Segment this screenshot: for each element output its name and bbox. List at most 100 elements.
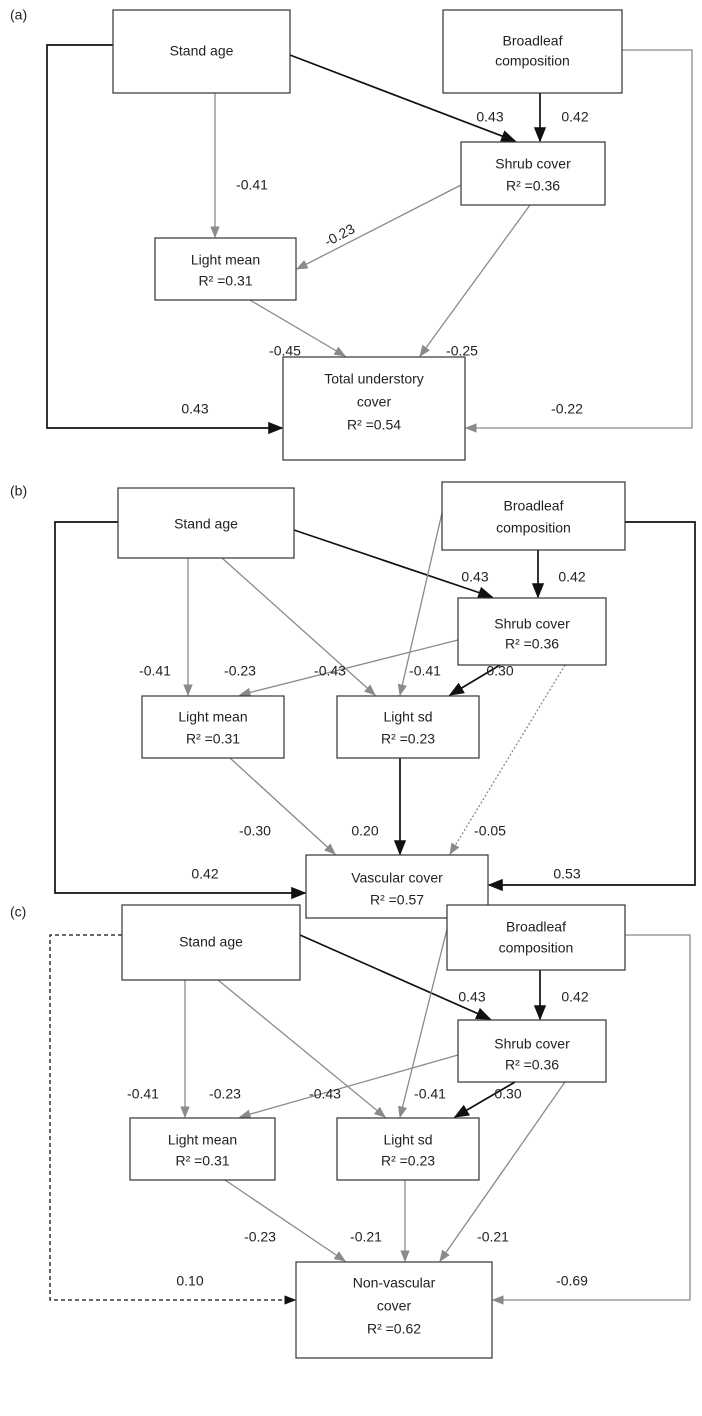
node-text: Light sd <box>383 709 432 725</box>
edge-arrow <box>289 54 517 142</box>
edge-coefficient: -0.43 <box>314 663 346 679</box>
edge-arrow <box>295 184 462 270</box>
node-text: Stand age <box>170 43 234 59</box>
edge-arrow <box>221 557 376 696</box>
panel-label: (b) <box>10 483 27 499</box>
edge-coefficient: 0.43 <box>461 569 488 585</box>
node-box <box>336 1117 480 1181</box>
node-box <box>112 9 291 94</box>
edge-coefficient: 0.42 <box>191 866 218 882</box>
edge-coefficient: -0.41 <box>414 1086 446 1102</box>
node-text: R² =0.31 <box>175 1153 229 1169</box>
edge-coefficient: -0.22 <box>551 401 583 417</box>
node-text: R² =0.62 <box>367 1321 421 1337</box>
edge-coefficient: 0.42 <box>561 109 588 125</box>
edge-coefficient: -0.23 <box>209 1086 241 1102</box>
edge-coefficient: -0.23 <box>224 663 256 679</box>
node-box <box>457 1019 607 1083</box>
edge-coefficient: -0.21 <box>477 1229 509 1245</box>
edge-coefficient: -0.43 <box>309 1086 341 1102</box>
edge-arrow <box>249 299 347 357</box>
edge-coefficient: -0.25 <box>446 343 478 359</box>
edge-coefficient: -0.23 <box>322 220 358 249</box>
edge-coefficient: 0.42 <box>561 989 588 1005</box>
node-text: Stand age <box>174 516 238 532</box>
edge-arrow <box>238 1054 459 1119</box>
edge-coefficient: 0.20 <box>351 823 378 839</box>
node-text: R² =0.23 <box>381 1153 435 1169</box>
panel-label: (a) <box>10 7 27 23</box>
node-text: R² =0.36 <box>505 636 559 652</box>
edge-coefficient: 0.43 <box>476 109 503 125</box>
node-text: R² =0.31 <box>186 731 240 747</box>
node-box <box>446 904 626 971</box>
node-box <box>336 695 480 759</box>
node-text: cover <box>377 1298 412 1314</box>
node-box <box>282 356 466 461</box>
node-text: Vascular cover <box>351 870 443 886</box>
node-text: Total understory <box>324 371 424 387</box>
edge-arrow <box>299 934 492 1020</box>
edge-arrow <box>293 529 494 599</box>
edge-coefficient: -0.45 <box>269 343 301 359</box>
edge-arrow <box>464 49 693 433</box>
edge-arrow <box>397 499 446 697</box>
node-text: R² =0.31 <box>198 273 252 289</box>
edge-coefficient: -0.41 <box>127 1086 159 1102</box>
panel-label: (c) <box>10 904 26 920</box>
node-box <box>121 904 301 981</box>
node-text: Broadleaf <box>504 498 564 514</box>
edge-coefficient: -0.30 <box>239 823 271 839</box>
edge-arrow <box>229 757 336 855</box>
edge-arrow <box>217 979 386 1118</box>
node-text: R² =0.36 <box>505 1057 559 1073</box>
node-box <box>442 9 623 94</box>
node-text: Light mean <box>191 252 260 268</box>
edge-arrow <box>49 934 297 1305</box>
edge-arrow <box>398 924 449 1119</box>
node-text: R² =0.23 <box>381 731 435 747</box>
node-box <box>295 1261 493 1359</box>
edge-arrow <box>449 664 566 855</box>
node-text: Broadleaf <box>503 33 563 49</box>
edge-coefficient: 0.30 <box>494 1086 521 1102</box>
node-box <box>441 481 626 551</box>
node-box <box>460 141 606 206</box>
edge-coefficient: -0.23 <box>244 1229 276 1245</box>
node-text: Broadleaf <box>506 919 566 935</box>
node-text: Stand age <box>179 934 243 950</box>
node-text: composition <box>495 53 570 69</box>
node-text: Light mean <box>178 709 247 725</box>
edge-arrow <box>453 1081 516 1118</box>
edge-coefficient: 0.42 <box>558 569 585 585</box>
edge-coefficient: -0.41 <box>236 177 268 193</box>
edge-coefficient: -0.69 <box>556 1273 588 1289</box>
node-box <box>141 695 285 759</box>
edge-coefficient: -0.05 <box>474 823 506 839</box>
node-text: composition <box>499 940 574 956</box>
edge-arrow <box>491 934 691 1305</box>
node-text: Shrub cover <box>494 616 570 632</box>
node-text: Shrub cover <box>495 156 571 172</box>
edge-arrow <box>439 1081 566 1262</box>
edge-arrow <box>54 521 307 900</box>
node-text: Light mean <box>168 1132 237 1148</box>
edge-coefficient: 0.30 <box>486 663 513 679</box>
node-box <box>117 487 295 559</box>
node-text: Light sd <box>383 1132 432 1148</box>
edge-arrow <box>238 639 459 697</box>
edge-coefficient: -0.41 <box>409 663 441 679</box>
edge-coefficient: 0.10 <box>176 1273 203 1289</box>
edge-arrow <box>419 204 531 357</box>
node-box <box>154 237 297 301</box>
edge-coefficient: -0.21 <box>350 1229 382 1245</box>
edge-coefficient: 0.43 <box>458 989 485 1005</box>
node-text: Shrub cover <box>494 1036 570 1052</box>
edge-arrow <box>448 664 501 696</box>
edge-coefficient: -0.41 <box>139 663 171 679</box>
node-text: cover <box>357 394 392 410</box>
node-text: Non-vascular <box>353 1275 436 1291</box>
edge-arrow <box>46 44 284 435</box>
